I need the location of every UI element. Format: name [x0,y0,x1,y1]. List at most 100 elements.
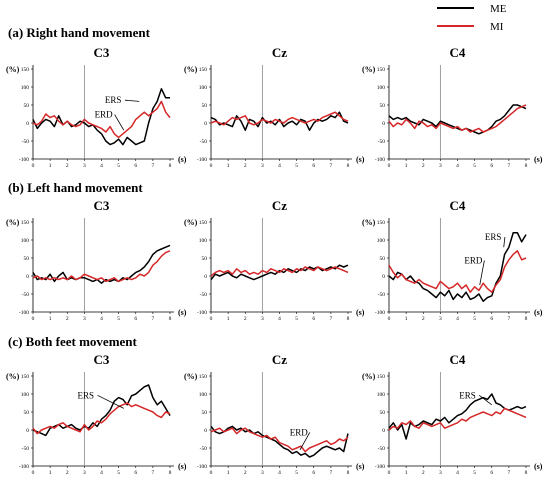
x-axis-unit: (s) [356,308,365,317]
x-tick-label: 1 [49,470,52,476]
x-tick-label: 2 [66,163,69,169]
x-tick-label: 5 [295,316,298,322]
y-tick-label: -50 [22,139,30,145]
x-tick-label: 0 [210,316,213,322]
y-axis-label: (%) [362,65,376,74]
x-axis-unit: (s) [534,155,543,164]
annotation-erd: ERD [95,110,114,120]
x-tick-label: 1 [49,316,52,322]
x-tick-label: 7 [330,316,333,322]
y-tick-label: -100 [197,157,207,163]
section-title-right-hand: (a) Right hand movement [8,25,151,40]
annotation-pointer [479,260,485,286]
y-tick-label: 0 [204,428,207,434]
y-tick-label: -50 [378,446,386,452]
x-axis-unit: (s) [356,462,365,471]
x-axis-unit: (s) [534,462,543,471]
x-tick-label: 0 [32,470,35,476]
x-tick-label: 5 [117,316,120,322]
x-tick-label: 0 [210,470,213,476]
chart-title: Cz [272,198,287,213]
annotation-pointer [478,395,492,406]
x-tick-label: 4 [100,470,103,476]
x-tick-label: 1 [49,163,52,169]
y-tick-label: 0 [382,121,385,127]
x-tick-label: 8 [169,316,172,322]
x-axis-unit: (s) [534,308,543,317]
series-line-mi [388,250,527,293]
x-tick-label: 3 [261,470,264,476]
x-tick-label: 7 [152,470,155,476]
y-tick-label: 100 [199,238,208,244]
chart-title: Cz [272,45,287,60]
y-tick-label: 150 [199,67,208,73]
x-tick-label: 6 [312,316,315,322]
x-tick-label: 0 [388,163,391,169]
x-tick-label: 0 [388,316,391,322]
annotation-ers: ERS [78,390,95,400]
x-tick-label: 6 [490,470,493,476]
x-tick-label: 7 [330,470,333,476]
series-line-mi [388,407,527,431]
legend: ME MI [437,3,507,33]
y-tick-label: 50 [380,410,386,416]
annotation-pointer [97,394,124,409]
y-tick-label: 50 [202,256,208,262]
x-axis-unit: (s) [178,155,187,164]
x-tick-label: 5 [117,163,120,169]
y-tick-label: -100 [197,310,207,316]
y-axis-label: (%) [6,65,20,74]
x-tick-label: 5 [295,163,298,169]
chart-title: C4 [450,352,466,367]
y-tick-label: -50 [200,139,208,145]
series-line-me [388,232,527,302]
y-tick-label: 100 [377,238,386,244]
annotation-pointer [124,99,140,102]
x-tick-label: 4 [278,316,281,322]
x-tick-label: 3 [83,470,86,476]
x-tick-label: 2 [422,470,425,476]
y-tick-label: 0 [204,121,207,127]
series-line-mi [388,104,527,133]
series-line-mi [210,427,349,453]
y-tick-label: 100 [377,85,386,91]
x-tick-label: 5 [473,163,476,169]
series-line-mi [32,402,171,435]
x-tick-label: 6 [490,316,493,322]
y-axis-label: (%) [184,218,198,227]
series-line-me [388,393,527,440]
x-tick-label: 7 [330,163,333,169]
series-line-me [32,244,171,284]
section-title-both-feet: (c) Both feet movement [8,334,138,349]
y-tick-label: -100 [375,464,385,470]
x-tick-label: 7 [508,163,511,169]
chart-title: C3 [94,45,110,60]
series-line-me [210,111,349,131]
y-tick-label: 50 [24,410,30,416]
y-axis-label: (%) [6,372,20,381]
x-tick-label: 7 [508,470,511,476]
y-tick-label: 100 [21,238,30,244]
x-tick-label: 8 [525,163,528,169]
x-tick-label: 8 [525,316,528,322]
y-tick-label: 50 [24,256,30,262]
x-tick-label: 3 [261,316,264,322]
x-tick-label: 8 [347,316,350,322]
y-tick-label: -100 [19,310,29,316]
y-axis-label: (%) [6,218,20,227]
chart-title: C4 [450,198,466,213]
x-tick-label: 2 [422,163,425,169]
y-tick-label: -100 [375,157,385,163]
x-tick-label: 0 [210,163,213,169]
x-tick-label: 1 [227,470,230,476]
y-tick-label: 50 [24,103,30,109]
section-title-left-hand: (b) Left hand movement [8,180,143,195]
x-tick-label: 3 [439,163,442,169]
x-tick-label: 4 [100,316,103,322]
y-tick-label: 50 [380,103,386,109]
y-tick-label: -100 [19,464,29,470]
